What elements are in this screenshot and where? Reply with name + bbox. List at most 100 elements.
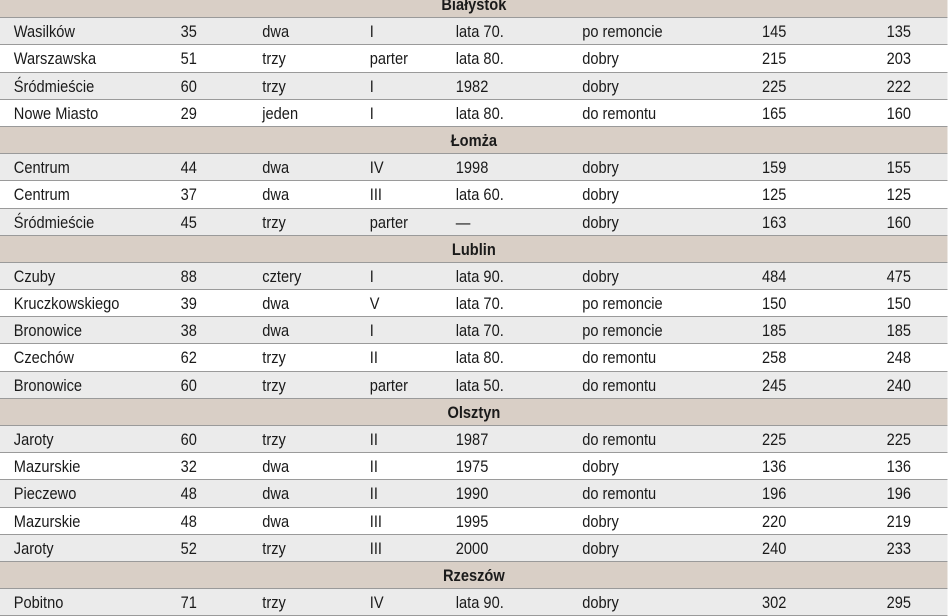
table-row: Pieczewo 48 dwa II 1990 do remontu 196 196 xyxy=(0,480,948,508)
cell-condition: dobry xyxy=(582,593,619,613)
cell-price-offer: 225 xyxy=(761,76,787,96)
cell-floor: I xyxy=(369,103,374,123)
cell-price-transaction: 125 xyxy=(886,185,912,205)
cell-condition: dobry xyxy=(582,538,619,558)
cell-price-transaction: 155 xyxy=(886,158,912,178)
cell-price-transaction: 160 xyxy=(886,212,912,232)
cell-condition: dobry xyxy=(582,158,619,178)
cell-condition: dobry xyxy=(582,49,619,69)
cell-rooms: dwa xyxy=(262,484,290,504)
cell-area: 51 xyxy=(180,49,197,69)
cell-floor: III xyxy=(369,511,382,531)
cell-price-transaction: 136 xyxy=(886,457,912,477)
cell-rooms: cztery xyxy=(262,266,302,286)
table-row: Pobitno 71 trzy IV lata 90. dobry 302 295 xyxy=(0,589,948,616)
cell-price-transaction: 196 xyxy=(886,484,912,504)
cell-area: 35 xyxy=(180,22,197,42)
cell-floor: parter xyxy=(369,49,409,69)
cell-area: 60 xyxy=(180,76,197,96)
cell-area: 29 xyxy=(180,103,197,123)
cell-area: 32 xyxy=(180,457,197,477)
section-city-label: Olsztyn xyxy=(447,402,501,422)
cell-floor: V xyxy=(369,294,380,314)
cell-built: lata 70. xyxy=(455,294,504,314)
cell-rooms: trzy xyxy=(262,430,286,449)
cell-price-transaction: 225 xyxy=(886,430,912,449)
cell-price-offer: 145 xyxy=(761,22,787,42)
cell-condition: dobry xyxy=(582,185,619,205)
cell-condition: po remoncie xyxy=(582,294,663,314)
cell-district: Wasilków xyxy=(13,22,75,42)
cell-floor: III xyxy=(369,538,382,558)
cell-built: lata 60. xyxy=(455,185,504,205)
cell-price-transaction: 135 xyxy=(886,22,912,42)
cell-price-transaction: 222 xyxy=(886,76,912,96)
cell-price-offer: 125 xyxy=(761,185,787,205)
cell-price-offer: 220 xyxy=(761,511,787,531)
cell-district: Centrum xyxy=(13,185,70,205)
cell-floor: parter xyxy=(369,212,409,232)
table-row: Mazurskie 48 dwa III 1995 dobry 220 219 xyxy=(0,508,948,535)
table-row: Śródmieście 45 trzy parter — dobry 163 160 xyxy=(0,208,948,236)
cell-area: 39 xyxy=(180,294,197,314)
table-row: Mazurskie 32 dwa II 1975 dobry 136 136 xyxy=(0,453,948,481)
cell-area: 60 xyxy=(180,375,197,395)
table-row: Śródmieście 60 trzy I 1982 dobry 225 222 xyxy=(0,72,948,100)
cell-condition: do remontu xyxy=(582,348,657,368)
cell-district: Kruczkowskiego xyxy=(13,294,120,314)
cell-built: lata 80. xyxy=(455,49,504,69)
cell-rooms: trzy xyxy=(262,76,286,96)
cell-built: 1990 xyxy=(455,484,489,504)
cell-district: Pobitno xyxy=(13,593,64,613)
cell-price-offer: 258 xyxy=(761,348,787,368)
cell-built: lata 80. xyxy=(455,103,504,123)
cell-condition: dobry xyxy=(582,511,619,531)
cell-condition: po remoncie xyxy=(582,321,663,341)
cell-area: 37 xyxy=(180,185,197,205)
table-row: Czechów 62 trzy II lata 80. do remontu 258 248 xyxy=(0,344,948,372)
cell-condition: do remontu xyxy=(582,103,657,123)
cell-district: Pieczewo xyxy=(13,484,77,504)
cell-built: 2000 xyxy=(455,538,489,558)
cell-built: lata 50. xyxy=(455,375,504,395)
cell-district: Mazurskie xyxy=(13,457,81,477)
cell-rooms: dwa xyxy=(262,185,290,205)
cell-built: 1998 xyxy=(455,158,489,178)
cell-rooms: trzy xyxy=(262,212,286,232)
cell-rooms: trzy xyxy=(262,593,286,613)
table-row: Centrum 37 dwa III lata 60. dobry 125 125 xyxy=(0,181,948,209)
section-city-label: Łomża xyxy=(450,130,498,150)
cell-area: 71 xyxy=(180,593,197,613)
cell-price-transaction: 203 xyxy=(886,49,912,69)
cell-price-transaction: 295 xyxy=(886,593,912,613)
cell-district: Jaroty xyxy=(13,430,54,449)
cell-area: 38 xyxy=(180,321,197,341)
cell-built: 1995 xyxy=(455,511,489,531)
cell-floor: I xyxy=(369,266,374,286)
cell-built: — xyxy=(455,212,471,232)
cell-price-offer: 302 xyxy=(761,593,787,613)
cell-built: lata 90. xyxy=(455,593,504,613)
table-row: Warszawska 51 trzy parter lata 80. dobry 215 20… xyxy=(0,45,948,73)
cell-built: lata 70. xyxy=(455,321,504,341)
section-header: Olsztyn xyxy=(0,398,948,426)
cell-district: Śródmieście xyxy=(13,76,95,96)
cell-condition: dobry xyxy=(582,266,619,286)
cell-price-offer: 159 xyxy=(761,158,787,178)
cell-price-transaction: 233 xyxy=(886,538,912,558)
cell-price-transaction: 248 xyxy=(886,348,912,368)
cell-price-offer: 484 xyxy=(761,266,787,286)
cell-floor: I xyxy=(369,76,374,96)
cell-area: 48 xyxy=(180,511,197,531)
section-header: Rzeszów xyxy=(0,561,948,590)
cell-price-offer: 196 xyxy=(761,484,787,504)
cell-built: 1987 xyxy=(455,430,489,449)
cell-price-offer: 215 xyxy=(761,49,787,69)
cell-price-offer: 150 xyxy=(761,294,787,314)
cell-floor: IV xyxy=(369,158,384,178)
cell-district: Centrum xyxy=(13,158,70,178)
cell-floor: II xyxy=(369,430,378,449)
